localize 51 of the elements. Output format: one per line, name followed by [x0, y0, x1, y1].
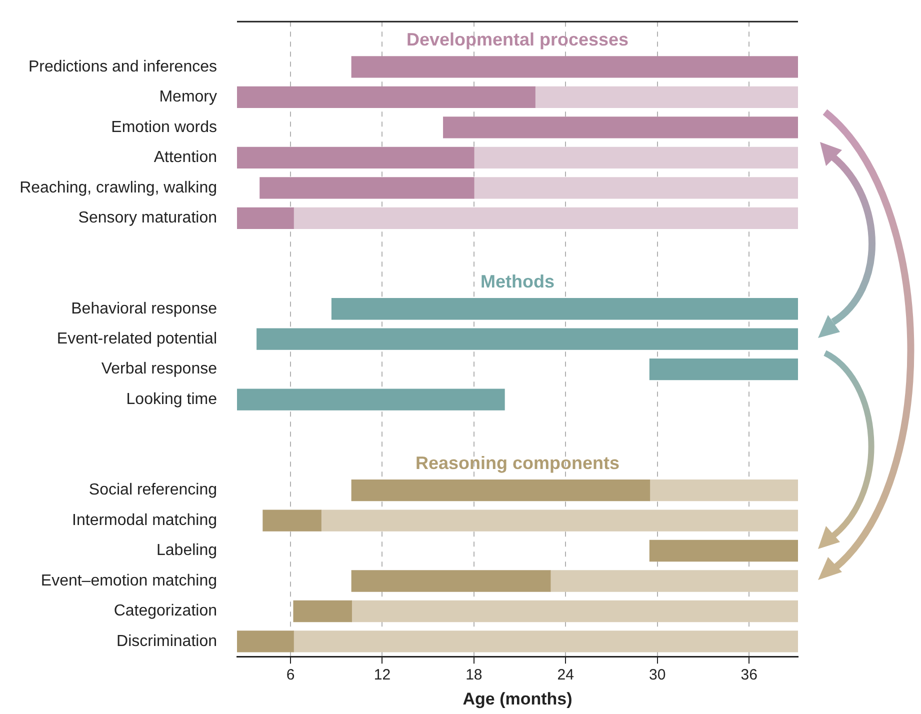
bar [320, 510, 798, 532]
bar [260, 177, 474, 199]
x-tick-label: 18 [466, 666, 482, 684]
bar [351, 570, 551, 592]
bar [474, 146, 798, 168]
y-tick-label: Emotion words [111, 118, 217, 136]
y-tick-label: Looking time [126, 390, 218, 408]
annotation: Developmental processes [406, 30, 629, 50]
bar [237, 630, 294, 652]
y-tick-label: Intermodal matching [72, 512, 217, 529]
y-tick-label: Discrimination [116, 632, 217, 650]
bar [534, 86, 798, 108]
x-tick-label: 24 [557, 666, 574, 684]
annotation: Methods [480, 272, 554, 292]
y-tick-label: Event–emotion matching [40, 572, 217, 590]
bar [237, 146, 474, 168]
bar [237, 388, 505, 410]
y-tick-label: Verbal response [101, 360, 218, 378]
y-tick-label: Labeling [156, 542, 217, 560]
bar [649, 540, 798, 562]
bar [237, 207, 294, 229]
annotation: Reasoning components [415, 453, 620, 474]
x-axis-title: Age (months) [462, 689, 572, 708]
bar [474, 177, 798, 199]
bar [649, 358, 798, 380]
bar [293, 630, 798, 652]
bar [351, 56, 798, 78]
bar [550, 570, 798, 592]
bar [237, 86, 536, 108]
y-tick-label: Reaching, crawling, walking [20, 179, 217, 196]
bar [256, 328, 798, 350]
x-tick-label: 30 [649, 666, 666, 684]
y-tick-label: Memory [159, 88, 217, 106]
bar [262, 510, 322, 532]
y-tick-label: Event-related potential [56, 330, 217, 348]
bar [443, 116, 798, 138]
y-tick-label: Social referencing [88, 482, 217, 499]
bar [331, 298, 798, 320]
bar [351, 479, 650, 502]
y-tick-label: Predictions and inferences [28, 58, 217, 76]
x-tick-label: 36 [740, 666, 758, 684]
y-tick-label: Sensory maturation [78, 210, 217, 227]
y-tick-label: Categorization [114, 602, 217, 620]
bar [649, 479, 798, 502]
y-tick-label: Behavioral response [71, 300, 218, 318]
x-tick-label: 12 [374, 666, 391, 684]
bar [351, 600, 798, 622]
x-tick-label: 6 [286, 666, 295, 684]
bar [293, 600, 352, 622]
y-tick-label: Attention [154, 149, 217, 166]
bar [293, 207, 798, 229]
